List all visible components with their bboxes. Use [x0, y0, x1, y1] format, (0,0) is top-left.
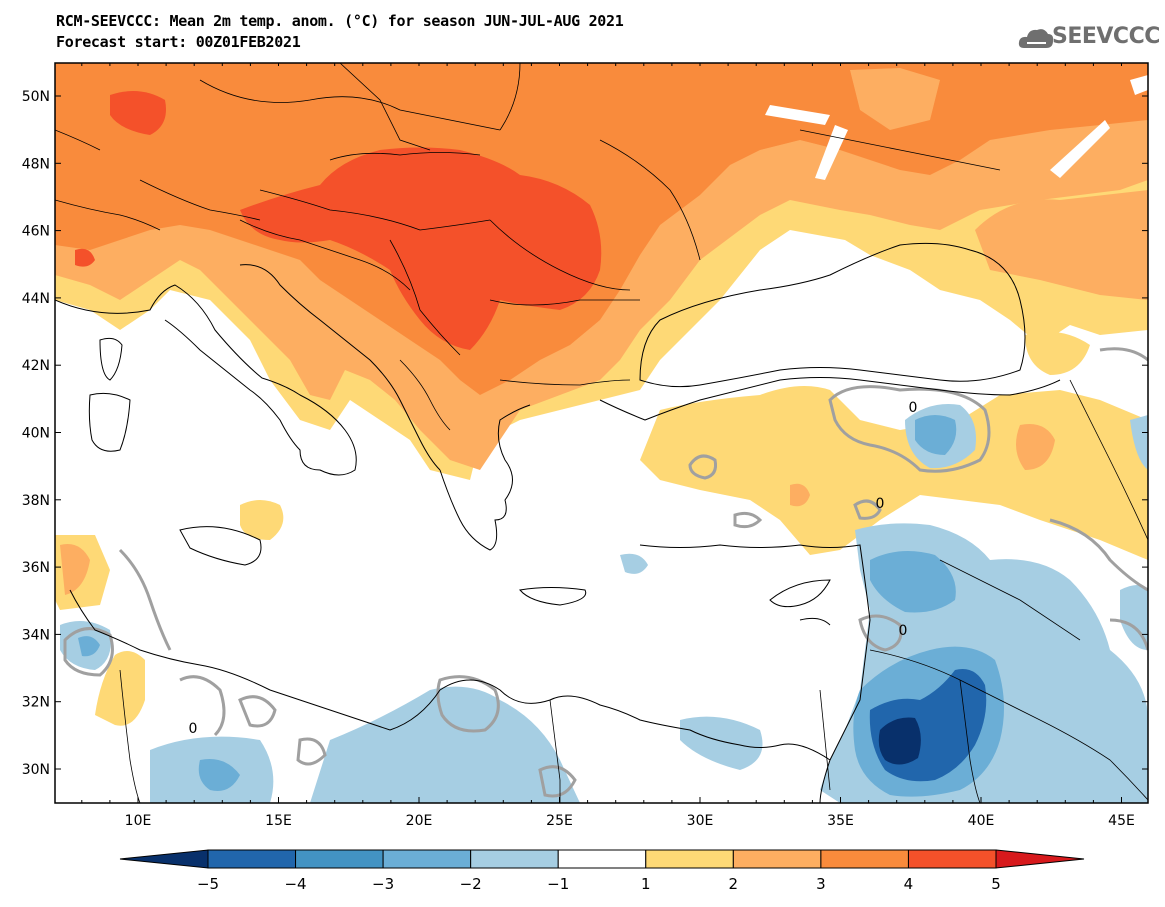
colorbar-label: −1 — [547, 875, 569, 893]
colorbar-segment — [645, 849, 734, 869]
lon-tick-label: 20E — [406, 813, 433, 829]
lon-tick-label: 30E — [687, 813, 714, 829]
warm-3-4-area — [55, 63, 1148, 395]
colorbar-label: 3 — [816, 875, 826, 893]
contour-label: 0 — [899, 623, 908, 639]
lat-tick-label: 38N — [22, 493, 50, 509]
colorbar-label: −5 — [197, 875, 219, 893]
lat-tick-label: 40N — [22, 426, 50, 442]
coastlines — [55, 242, 1061, 803]
lat-tick-label: 30N — [22, 762, 50, 778]
lat-tick-label: 32N — [22, 695, 50, 711]
map-area — [55, 63, 1148, 803]
contour-label: 0 — [909, 400, 918, 416]
cloud-icon — [1018, 29, 1054, 48]
colorbar-segment — [907, 849, 997, 869]
colorbar-label: 1 — [641, 875, 651, 893]
cool-lt-4-area — [878, 717, 921, 765]
lon-tick-label: 10E — [125, 813, 152, 829]
colorbar-segment — [820, 849, 909, 869]
lat-tick-label: 44N — [22, 291, 50, 307]
borders — [55, 63, 1148, 803]
colorbar-label: 5 — [991, 875, 1001, 893]
colorbar: −5 −4 −3 −2 −1 1 2 3 4 5 — [119, 849, 1085, 893]
colorbar-segment — [470, 849, 559, 869]
colorbar-label: 2 — [729, 875, 739, 893]
colorbar-segment — [557, 849, 647, 869]
lat-tick-label: 34N — [22, 627, 50, 643]
lat-axis: 50N 48N 46N 44N 42N 40N 38N 36N 34N 32N 30N — [22, 89, 1148, 778]
colorbar-label: −2 — [460, 875, 482, 893]
lat-tick-label: 50N — [22, 89, 50, 105]
colorbar-label: 4 — [904, 875, 914, 893]
lon-axis: 10E 15E 20E 25E 30E 35E 40E 45E — [81, 63, 1135, 829]
logo-text: SEEVCCC — [1052, 24, 1160, 49]
lon-tick-label: 45E — [1108, 813, 1135, 829]
lon-tick-label: 35E — [827, 813, 854, 829]
map-title: RCM-SEEVCCC: Mean 2m temp. anom. (°C) fo… — [56, 12, 624, 30]
colorbar-segment — [207, 849, 297, 869]
zero-contours — [63, 347, 1148, 798]
lon-tick-label: 25E — [546, 813, 573, 829]
lat-tick-label: 48N — [22, 156, 50, 172]
lat-tick-label: 36N — [22, 560, 50, 576]
lon-tick-label: 15E — [265, 813, 292, 829]
white-streaks — [765, 75, 1148, 180]
colorbar-arrow-low — [119, 849, 209, 869]
forecast-start-label: Forecast start: 00Z01FEB2021 — [56, 33, 301, 51]
lon-tick-label: 40E — [968, 813, 995, 829]
colorbar-arrow-high — [995, 849, 1085, 869]
colorbar-segment — [732, 849, 822, 869]
colorbar-label: −4 — [284, 875, 306, 893]
colorbar-segment — [295, 849, 384, 869]
lat-tick-label: 46N — [22, 224, 50, 240]
colorbar-label: −3 — [372, 875, 394, 893]
contour-label: 0 — [189, 721, 198, 737]
warm-4-5-area — [75, 91, 602, 350]
colorbar-segment — [382, 849, 472, 869]
lat-tick-label: 42N — [22, 358, 50, 374]
contour-label: 0 — [876, 496, 885, 512]
